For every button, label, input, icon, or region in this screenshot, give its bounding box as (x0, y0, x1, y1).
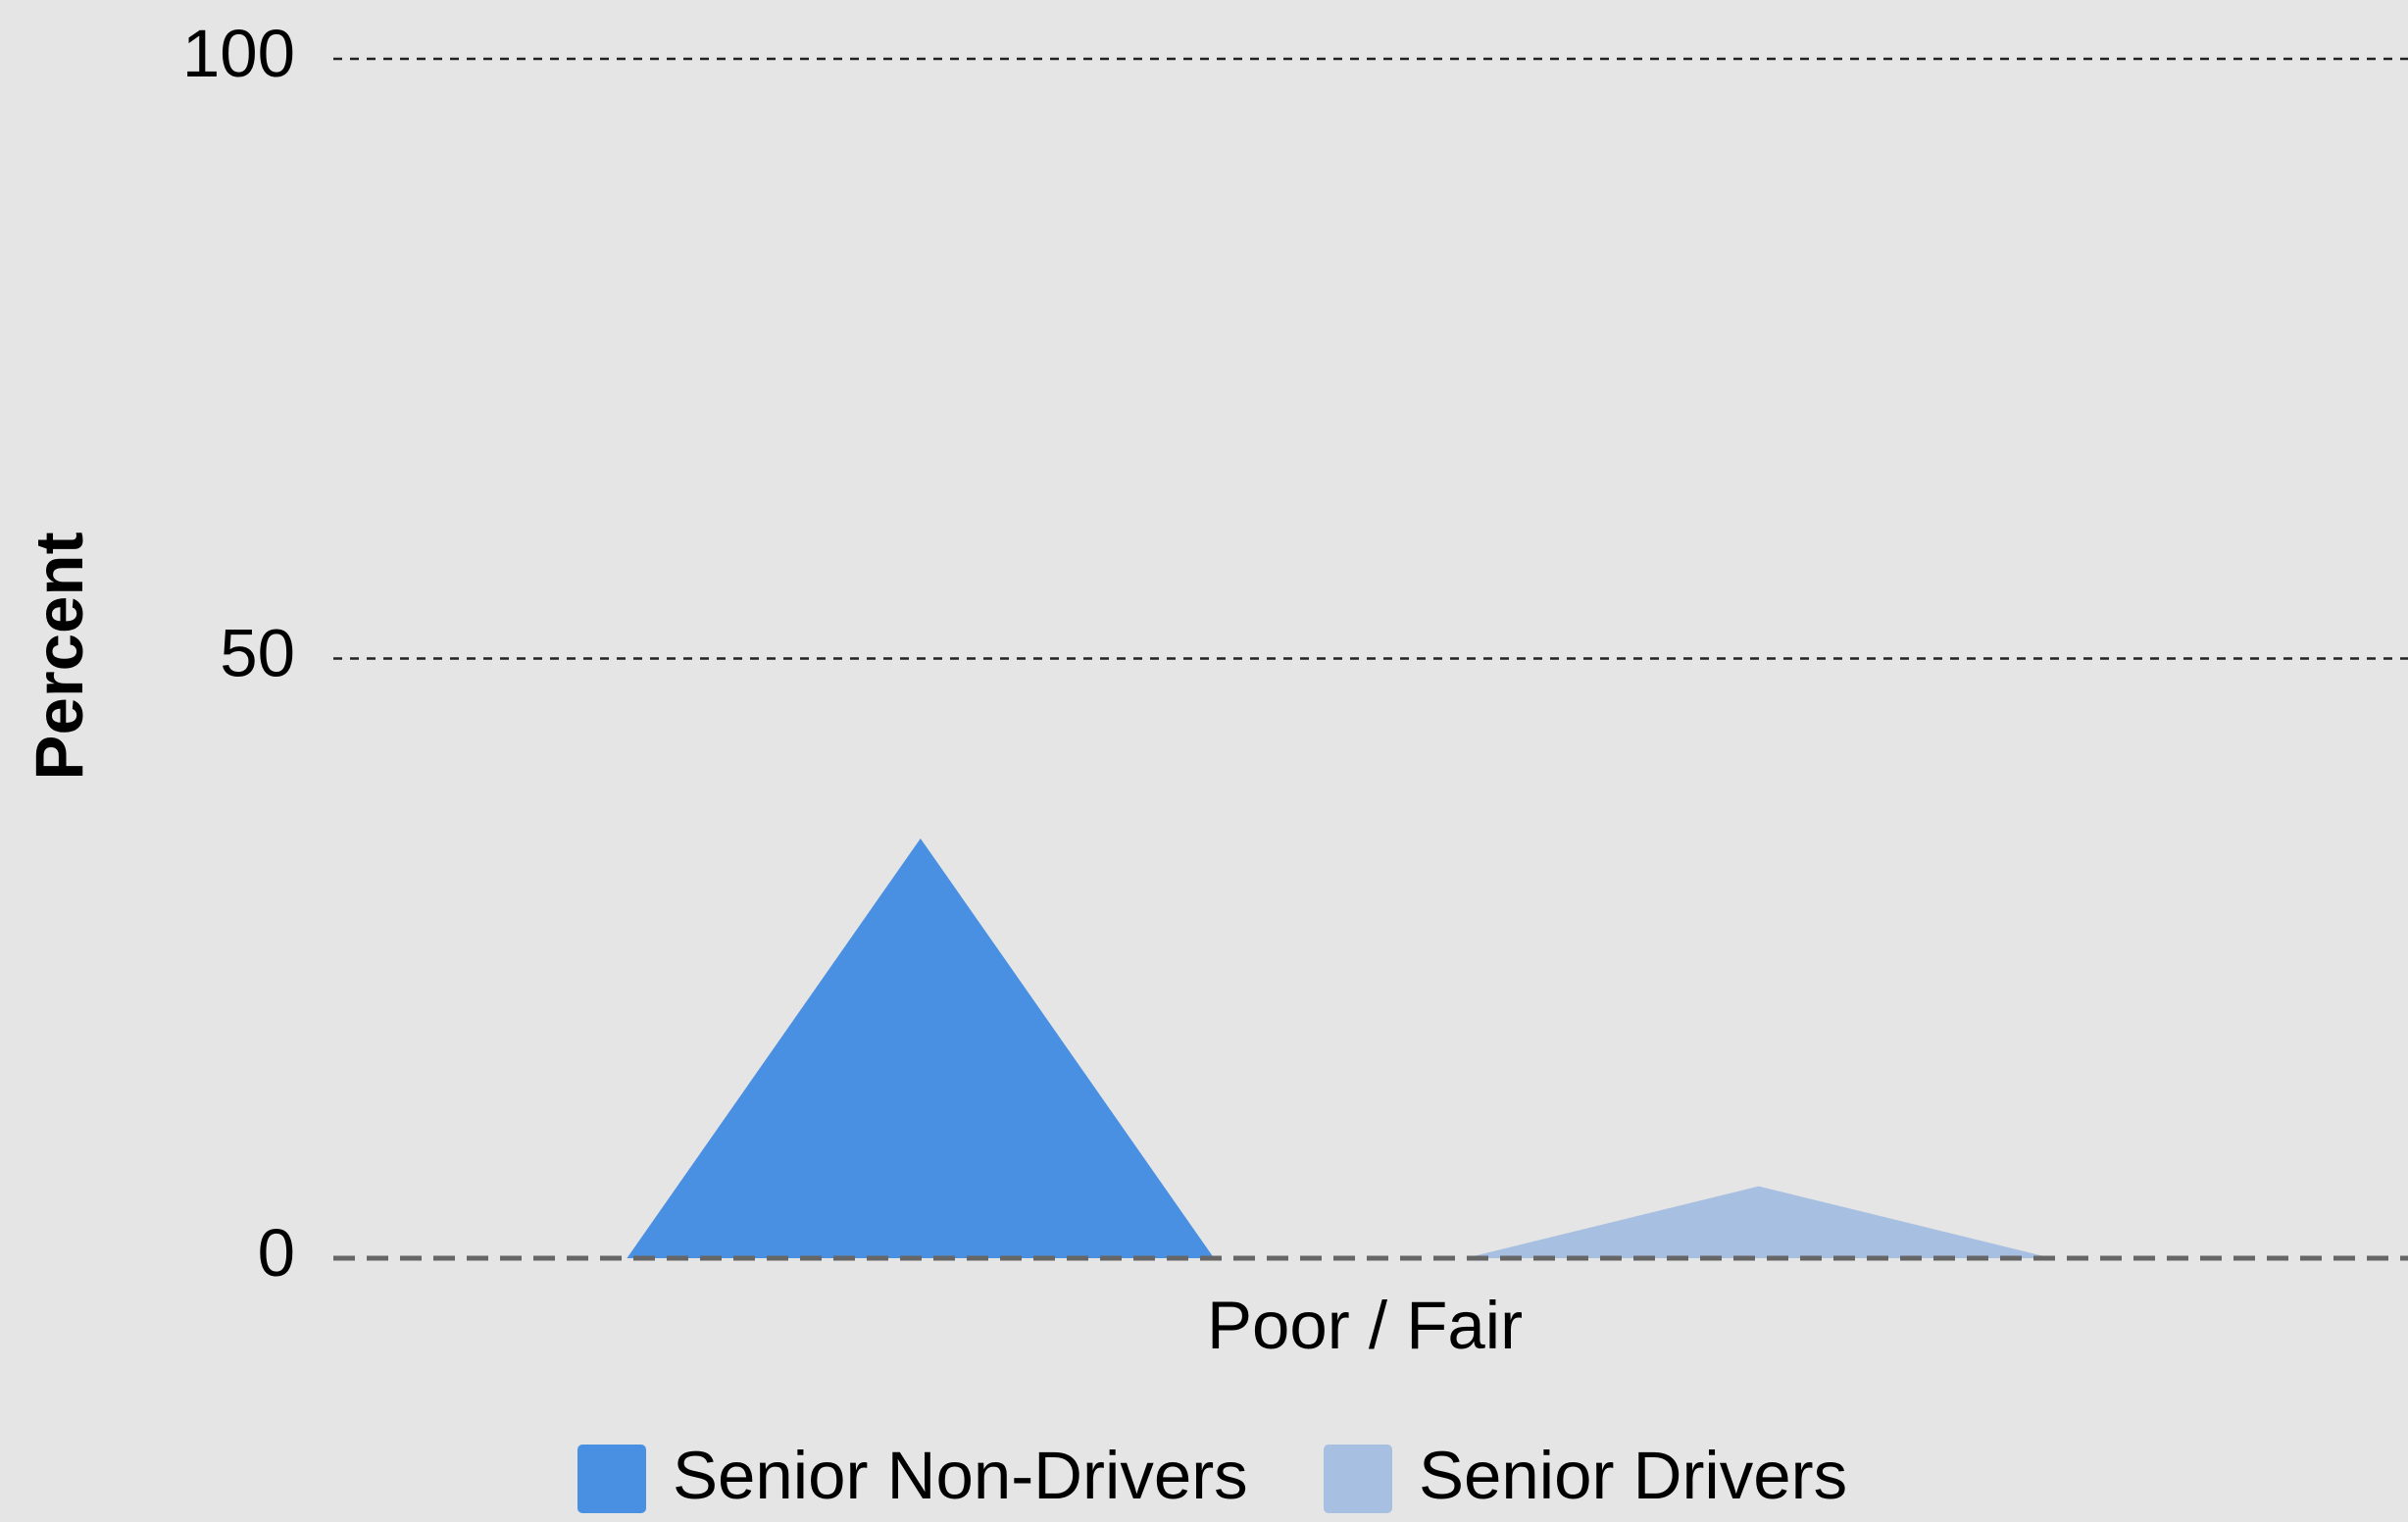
y-axis-label: Percent (22, 532, 97, 780)
bar (1465, 1186, 2053, 1258)
bar (627, 837, 1215, 1258)
legend-swatch (577, 1445, 646, 1513)
legend-swatch (1324, 1445, 1392, 1513)
x-tick-label: Poor / Fair (1207, 1288, 1523, 1363)
legend-label: Senior Non-Drivers (673, 1438, 1248, 1513)
y-tick-label: 0 (258, 1215, 295, 1291)
y-tick-label: 100 (182, 16, 295, 91)
legend-label: Senior Drivers (1419, 1438, 1847, 1513)
y-tick-label: 50 (220, 616, 295, 691)
